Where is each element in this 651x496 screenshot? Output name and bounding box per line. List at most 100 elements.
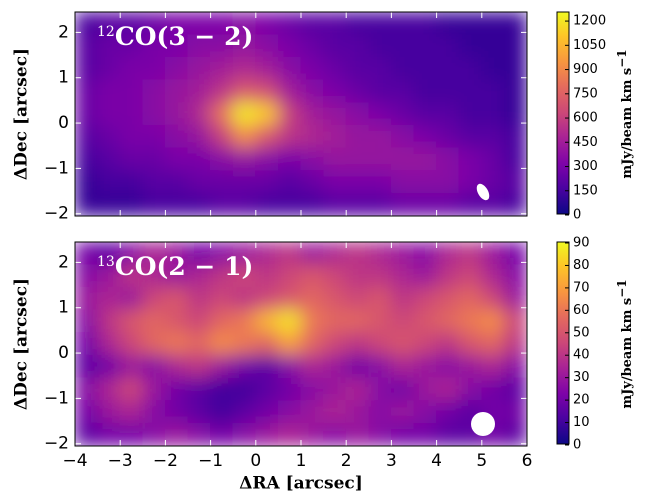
cell [413, 400, 438, 424]
cell [300, 309, 325, 334]
cell [345, 102, 370, 126]
colorbar-tick-label: 30 [573, 370, 590, 385]
cell [97, 34, 121, 58]
cell [481, 354, 505, 379]
cell [390, 354, 415, 379]
x-tick-label: 2 [341, 451, 352, 471]
cell [413, 124, 438, 149]
cell [503, 170, 527, 194]
cell [458, 102, 483, 126]
cell [97, 170, 121, 194]
cell [210, 242, 234, 266]
cell [368, 56, 392, 81]
cell [97, 422, 121, 446]
cell [436, 354, 460, 379]
cell [458, 242, 483, 266]
cell [210, 354, 234, 379]
cell [164, 79, 189, 104]
cell [119, 264, 144, 288]
cell [119, 12, 144, 36]
cell [390, 79, 415, 104]
title-main: CO(2 − 1) [115, 252, 253, 281]
cell [390, 124, 415, 149]
cell [323, 79, 347, 104]
panel-title: 12CO(3 − 2) [97, 22, 253, 51]
cell [187, 264, 212, 288]
cell [481, 79, 505, 104]
cell [164, 332, 189, 356]
cell [75, 12, 99, 36]
x-tick-label: 6 [522, 451, 533, 471]
cell [255, 309, 279, 334]
cell [210, 192, 234, 216]
cell [323, 192, 347, 216]
cell [142, 56, 166, 81]
cell [300, 170, 325, 194]
cell [458, 264, 483, 288]
cell [255, 124, 279, 149]
cell [481, 56, 505, 81]
cell [142, 102, 166, 126]
cell [413, 422, 438, 446]
cell [503, 400, 527, 424]
cell [142, 422, 166, 446]
cell [255, 12, 279, 36]
cell [142, 377, 166, 402]
beam [471, 412, 495, 436]
colorbar-tick-label: 1050 [573, 38, 606, 53]
cell [300, 242, 325, 266]
cell [277, 12, 302, 36]
cell [187, 354, 212, 379]
cell [458, 147, 483, 172]
cell [436, 192, 460, 216]
cell [390, 170, 415, 194]
cell [436, 170, 460, 194]
cell [368, 354, 392, 379]
cell [232, 79, 257, 104]
frame [74, 241, 528, 447]
cell [255, 79, 279, 104]
cell [323, 242, 347, 266]
cell [345, 332, 370, 356]
cell [164, 56, 189, 81]
cell [345, 377, 370, 402]
title-superscript: 12 [97, 24, 115, 40]
cell [323, 264, 347, 288]
colorbar-tick-label: 600 [573, 111, 598, 126]
map-clip [75, 12, 527, 216]
cell [119, 422, 144, 446]
cell [187, 79, 212, 104]
cell [164, 12, 189, 36]
cell [436, 309, 460, 334]
cell [345, 147, 370, 172]
cell [300, 12, 325, 36]
cell [436, 56, 460, 81]
cell [300, 422, 325, 446]
cell [75, 124, 99, 149]
cell [164, 377, 189, 402]
cell [390, 242, 415, 266]
cell [119, 170, 144, 194]
cell [390, 34, 415, 58]
x-tick-label: −2 [153, 451, 178, 471]
cell [323, 332, 347, 356]
cell [210, 124, 234, 149]
cell [413, 56, 438, 81]
cell [503, 286, 527, 311]
cell [413, 354, 438, 379]
cell [481, 147, 505, 172]
cell [210, 264, 234, 288]
cell [390, 264, 415, 288]
cell [232, 377, 257, 402]
cell [300, 400, 325, 424]
cell [323, 124, 347, 149]
cell [187, 34, 212, 58]
cell [142, 124, 166, 149]
cell [255, 192, 279, 216]
y-tick-label: 0 [58, 343, 69, 363]
cell [119, 354, 144, 379]
cell [413, 309, 438, 334]
cell [413, 79, 438, 104]
colorbar-scale [556, 11, 570, 215]
cell [323, 102, 347, 126]
